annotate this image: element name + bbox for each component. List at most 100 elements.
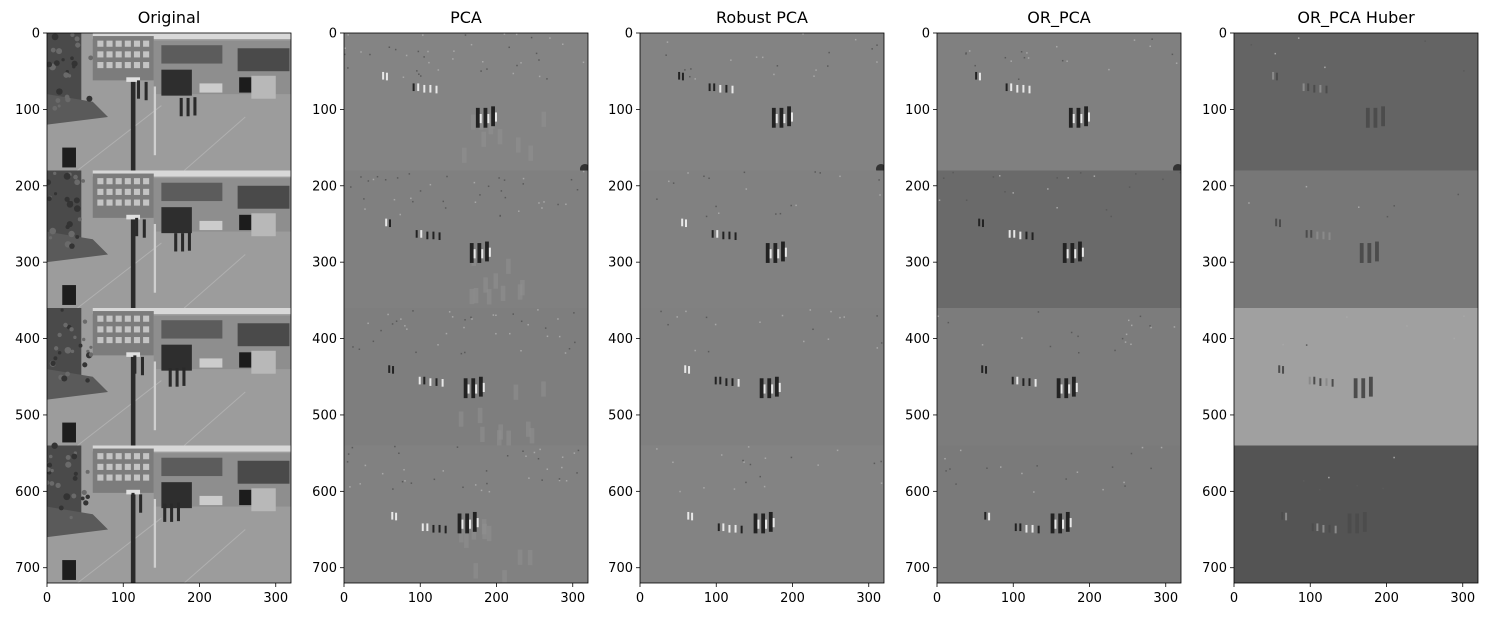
x-tick-label: 300 [560, 591, 585, 606]
y-tick-label: 0 [922, 27, 930, 42]
x-tick-label: 100 [408, 591, 433, 606]
y-tick-label: 700 [905, 561, 930, 576]
panel-title: Robust PCA [716, 8, 808, 27]
y-tick-label: 500 [15, 408, 40, 423]
frame [47, 442, 291, 583]
x-tick-label: 200 [484, 591, 509, 606]
y-tick-label: 500 [608, 408, 633, 423]
frame [344, 170, 588, 308]
y-tick-label: 0 [329, 27, 337, 42]
panel-title: Original [138, 8, 201, 27]
axes-frame [46, 32, 292, 584]
x-tick-label: 0 [340, 591, 348, 606]
y-tick-label: 100 [905, 103, 930, 118]
y-tick-label: 300 [905, 256, 930, 271]
y-tick-label: 300 [1202, 256, 1227, 271]
axes-frame [936, 32, 1182, 584]
y-tick-label: 600 [905, 485, 930, 500]
frame [47, 33, 291, 171]
x-tick-label: 200 [1374, 591, 1399, 606]
x-tick-label: 300 [263, 591, 288, 606]
y-tick-label: 400 [312, 332, 337, 347]
axes-frame [1233, 32, 1479, 584]
y-tick-label: 0 [625, 27, 633, 42]
y-tick-label: 300 [15, 256, 40, 271]
panel-robust-pca: Robust PCA 0 100 200 300 0 100 200 300 400 500 600 7… [608, 8, 885, 606]
x-tick-label: 100 [1298, 591, 1323, 606]
frame [937, 308, 1181, 446]
y-tick-label: 300 [608, 256, 633, 271]
frame [344, 308, 588, 446]
panel-image [47, 33, 291, 583]
frame [1234, 170, 1478, 308]
x-tick-label: 200 [187, 591, 212, 606]
y-tick-label: 400 [608, 332, 633, 347]
panel-original: Original 0 100 200 300 0 100 200 300 400 500 600 700 [15, 8, 292, 606]
frame [1234, 33, 1478, 171]
panel-or-pca: OR_PCA 0 100 200 300 0 100 200 300 400 500 600 700 [905, 8, 1182, 606]
frame [937, 170, 1181, 308]
y-tick-label: 300 [312, 256, 337, 271]
frame [1234, 445, 1478, 583]
frame [47, 170, 291, 309]
y-tick-label: 500 [905, 408, 930, 423]
panel-title: OR_PCA [1027, 8, 1091, 28]
x-tick-label: 0 [933, 591, 941, 606]
frame [937, 33, 1181, 174]
frame [344, 33, 588, 174]
y-tick-label: 200 [905, 179, 930, 194]
y-tick-label: 200 [608, 179, 633, 194]
y-tick-label: 400 [1202, 332, 1227, 347]
panel-title: OR_PCA Huber [1297, 8, 1415, 28]
y-tick-label: 200 [312, 179, 337, 194]
frame [47, 308, 291, 446]
y-tick-label: 100 [312, 103, 337, 118]
y-tick-label: 100 [1202, 103, 1227, 118]
y-tick-label: 400 [15, 332, 40, 347]
x-tick-label: 0 [43, 591, 51, 606]
y-tick-label: 200 [1202, 179, 1227, 194]
y-tick-label: 700 [15, 561, 40, 576]
x-tick-label: 300 [1450, 591, 1475, 606]
y-tick-label: 700 [1202, 561, 1227, 576]
panel-image [640, 33, 884, 583]
y-tick-label: 600 [15, 485, 40, 500]
y-tick-label: 100 [608, 103, 633, 118]
x-tick-label: 300 [1153, 591, 1178, 606]
y-tick-label: 500 [1202, 408, 1227, 423]
axes-frame [639, 32, 885, 584]
panel-image [344, 33, 588, 583]
frame [1234, 308, 1478, 446]
y-tick-label: 400 [905, 332, 930, 347]
y-tick-label: 700 [608, 561, 633, 576]
panel-pca: PCA 0 100 200 300 0 100 200 300 400 500 600 700 [312, 8, 589, 606]
y-tick-label: 700 [312, 561, 337, 576]
axes-frame [343, 32, 589, 584]
x-tick-label: 200 [1077, 591, 1102, 606]
panel-image [1234, 33, 1478, 583]
y-tick-label: 100 [15, 103, 40, 118]
panel-image [937, 33, 1181, 583]
frame [344, 445, 588, 583]
panel-or-pca-huber: OR_PCA Huber 0 100 200 300 0 100 200 300 400 500 60… [1202, 8, 1479, 606]
x-tick-label: 200 [780, 591, 805, 606]
x-tick-label: 0 [1230, 591, 1238, 606]
x-tick-label: 100 [1001, 591, 1026, 606]
frame [640, 308, 884, 446]
frame [640, 170, 884, 308]
x-tick-label: 0 [636, 591, 644, 606]
frame [937, 445, 1181, 583]
y-tick-label: 500 [312, 408, 337, 423]
frame [640, 33, 884, 174]
y-tick-label: 0 [32, 27, 40, 42]
frame [640, 445, 884, 583]
y-tick-label: 200 [15, 179, 40, 194]
x-tick-label: 300 [856, 591, 881, 606]
panel-title: PCA [450, 8, 482, 27]
y-tick-label: 600 [1202, 485, 1227, 500]
y-tick-label: 600 [312, 485, 337, 500]
y-tick-label: 0 [1219, 27, 1227, 42]
x-tick-label: 100 [111, 591, 136, 606]
y-tick-label: 600 [608, 485, 633, 500]
